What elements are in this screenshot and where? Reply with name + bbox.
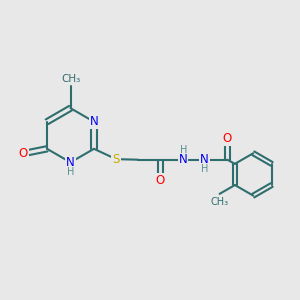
Text: CH₃: CH₃ [61, 74, 80, 84]
Text: S: S [112, 153, 120, 166]
Text: N: N [66, 156, 75, 169]
Text: O: O [223, 132, 232, 145]
Text: H: H [201, 164, 209, 174]
Text: N: N [200, 153, 209, 166]
Text: N: N [179, 153, 188, 166]
Text: N: N [90, 115, 98, 128]
Text: O: O [156, 174, 165, 188]
Text: H: H [180, 145, 188, 155]
Text: CH₃: CH₃ [211, 197, 229, 207]
Text: O: O [19, 147, 28, 160]
Text: H: H [68, 167, 75, 177]
